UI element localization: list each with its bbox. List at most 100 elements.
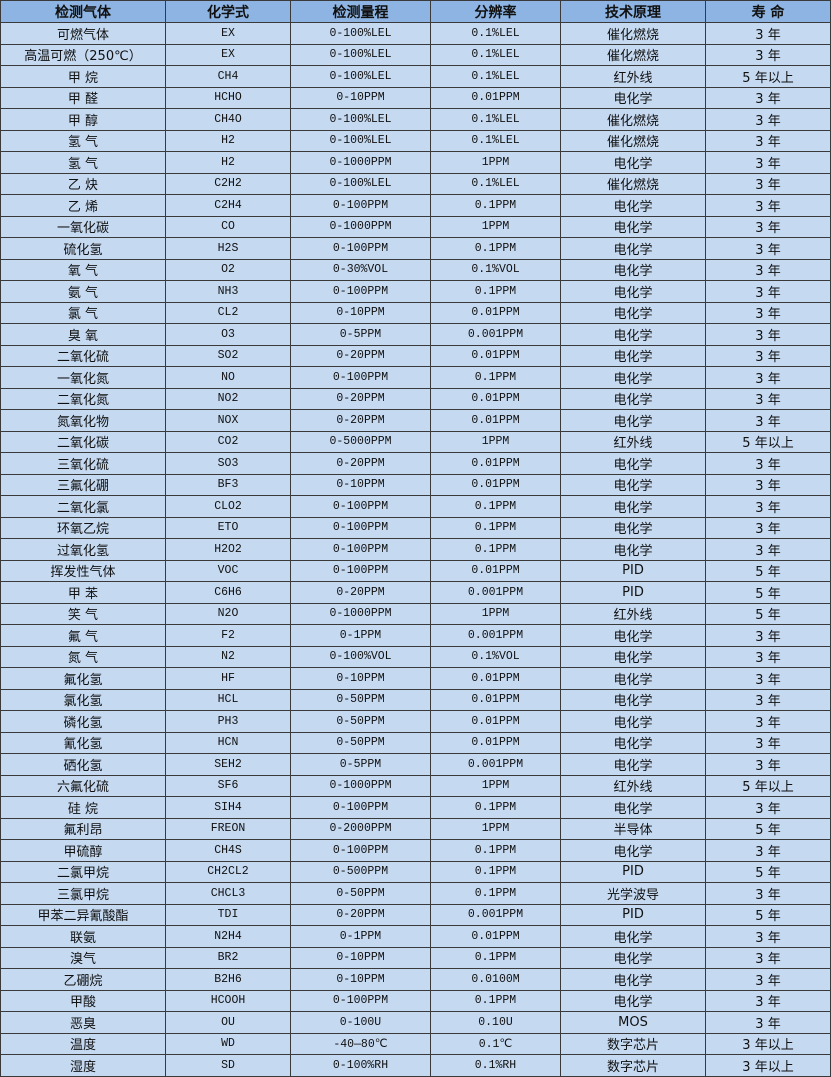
cell-resolution: 0.01PPM [430, 301, 561, 324]
cell-detection-range: 0-10PPM [290, 301, 431, 324]
cell-lifespan: 3 年 [705, 387, 831, 410]
cell-lifespan: 5 年 [705, 817, 831, 840]
cell-detection-range: 0-100PPM [290, 516, 431, 539]
cell-lifespan: 5 年以上 [705, 430, 831, 453]
cell-resolution: 1PPM [430, 774, 561, 797]
cell-lifespan: 3 年 [705, 1011, 831, 1034]
cell-gas-name: 硫化氢 [0, 237, 166, 260]
cell-chemical-formula: SF6 [165, 774, 291, 797]
cell-detection-range: 0-100PPM [290, 538, 431, 561]
cell-resolution: 0.10U [430, 1011, 561, 1034]
cell-technology-principle: 电化学 [560, 409, 706, 432]
cell-chemical-formula: HCHO [165, 86, 291, 109]
cell-lifespan: 5 年 [705, 559, 831, 582]
table-row: 乙 烯 C2H4 0-100PPM 0.1PPM 电化学 3 年 [0, 194, 831, 217]
cell-lifespan: 3 年 [705, 839, 831, 862]
cell-detection-range: 0-100PPM [290, 280, 431, 303]
table-row: 二氯甲烷 CH2CL2 0-500PPM 0.1PPM PID 5 年 [0, 860, 831, 883]
cell-chemical-formula: CH4 [165, 65, 291, 88]
cell-gas-name: 环氧乙烷 [0, 516, 166, 539]
cell-detection-range: 0-100PPM [290, 237, 431, 260]
cell-gas-name: 一氧化氮 [0, 366, 166, 389]
cell-lifespan: 3 年 [705, 667, 831, 690]
cell-lifespan: 3 年 [705, 688, 831, 711]
cell-gas-name: 二氯甲烷 [0, 860, 166, 883]
cell-detection-range: 0-5PPM [290, 753, 431, 776]
cell-lifespan: 3 年 [705, 753, 831, 776]
cell-detection-range: 0-50PPM [290, 710, 431, 733]
cell-gas-name: 氮 气 [0, 645, 166, 668]
cell-lifespan: 3 年 [705, 495, 831, 518]
cell-technology-principle: 电化学 [560, 989, 706, 1012]
cell-gas-name: 甲 醇 [0, 108, 166, 131]
cell-lifespan: 3 年 [705, 86, 831, 109]
cell-gas-name: 氟利昂 [0, 817, 166, 840]
cell-chemical-formula: EX [165, 22, 291, 45]
table-row: 过氧化氢 H2O2 0-100PPM 0.1PPM 电化学 3 年 [0, 538, 831, 561]
table-row: 氟 气 F2 0-1PPM 0.001PPM 电化学 3 年 [0, 624, 831, 647]
table-row: 氢 气 H2 0-100%LEL 0.1%LEL 催化燃烧 3 年 [0, 129, 831, 152]
cell-chemical-formula: O2 [165, 258, 291, 281]
header-gas-name: 检测气体 [0, 0, 166, 23]
table-row: 联氨 N2H4 0-1PPM 0.01PPM 电化学 3 年 [0, 925, 831, 948]
table-row: 乙 炔 C2H2 0-100%LEL 0.1%LEL 催化燃烧 3 年 [0, 172, 831, 195]
cell-technology-principle: 电化学 [560, 624, 706, 647]
table-row: 可燃气体 EX 0-100%LEL 0.1%LEL 催化燃烧 3 年 [0, 22, 831, 45]
table-row: 二氧化碳 CO2 0-5000PPM 1PPM 红外线 5 年以上 [0, 430, 831, 453]
cell-detection-range: 0-30%VOL [290, 258, 431, 281]
cell-technology-principle: 电化学 [560, 280, 706, 303]
cell-lifespan: 3 年 [705, 731, 831, 754]
cell-detection-range: 0-500PPM [290, 860, 431, 883]
cell-chemical-formula: CO2 [165, 430, 291, 453]
cell-gas-name: 甲硫醇 [0, 839, 166, 862]
cell-technology-principle: 电化学 [560, 86, 706, 109]
cell-technology-principle: 电化学 [560, 753, 706, 776]
cell-lifespan: 3 年 [705, 280, 831, 303]
cell-technology-principle: 电化学 [560, 710, 706, 733]
cell-detection-range: 0-100%LEL [290, 22, 431, 45]
cell-lifespan: 5 年 [705, 860, 831, 883]
cell-gas-name: 笑 气 [0, 602, 166, 625]
cell-technology-principle: 电化学 [560, 667, 706, 690]
cell-gas-name: 联氨 [0, 925, 166, 948]
cell-technology-principle: 电化学 [560, 194, 706, 217]
table-row: 甲 醇 CH4O 0-100%LEL 0.1%LEL 催化燃烧 3 年 [0, 108, 831, 131]
cell-resolution: 0.1%LEL [430, 65, 561, 88]
cell-technology-principle: 电化学 [560, 452, 706, 475]
cell-resolution: 0.1%VOL [430, 258, 561, 281]
cell-chemical-formula: TDI [165, 903, 291, 926]
table-row: 二氧化氮 NO2 0-20PPM 0.01PPM 电化学 3 年 [0, 387, 831, 410]
cell-gas-name: 甲酸 [0, 989, 166, 1012]
cell-gas-name: 可燃气体 [0, 22, 166, 45]
table-row: 恶臭 OU 0-100U 0.10U MOS 3 年 [0, 1011, 831, 1034]
table-row: 一氧化氮 NO 0-100PPM 0.1PPM 电化学 3 年 [0, 366, 831, 389]
cell-gas-name: 乙 炔 [0, 172, 166, 195]
cell-chemical-formula: VOC [165, 559, 291, 582]
cell-resolution: 1PPM [430, 215, 561, 238]
cell-technology-principle: 红外线 [560, 430, 706, 453]
cell-detection-range: 0-100%LEL [290, 43, 431, 66]
cell-detection-range: 0-100%LEL [290, 65, 431, 88]
cell-detection-range: 0-100U [290, 1011, 431, 1034]
cell-chemical-formula: CL2 [165, 301, 291, 324]
cell-chemical-formula: O3 [165, 323, 291, 346]
cell-detection-range: 0-5000PPM [290, 430, 431, 453]
cell-technology-principle: 电化学 [560, 968, 706, 991]
cell-chemical-formula: NOX [165, 409, 291, 432]
cell-technology-principle: 电化学 [560, 237, 706, 260]
cell-technology-principle: 电化学 [560, 344, 706, 367]
cell-technology-principle: 电化学 [560, 839, 706, 862]
cell-chemical-formula: HCN [165, 731, 291, 754]
cell-lifespan: 5 年 [705, 581, 831, 604]
cell-gas-name: 甲 烷 [0, 65, 166, 88]
table-row: 溴气 BR2 0-10PPM 0.1PPM 电化学 3 年 [0, 946, 831, 969]
cell-lifespan: 3 年 [705, 946, 831, 969]
cell-resolution: 0.1PPM [430, 366, 561, 389]
header-resolution: 分辨率 [430, 0, 561, 23]
cell-resolution: 0.01PPM [430, 452, 561, 475]
cell-lifespan: 3 年 [705, 366, 831, 389]
cell-detection-range: 0-50PPM [290, 688, 431, 711]
cell-technology-principle: 电化学 [560, 301, 706, 324]
cell-resolution: 0.001PPM [430, 903, 561, 926]
